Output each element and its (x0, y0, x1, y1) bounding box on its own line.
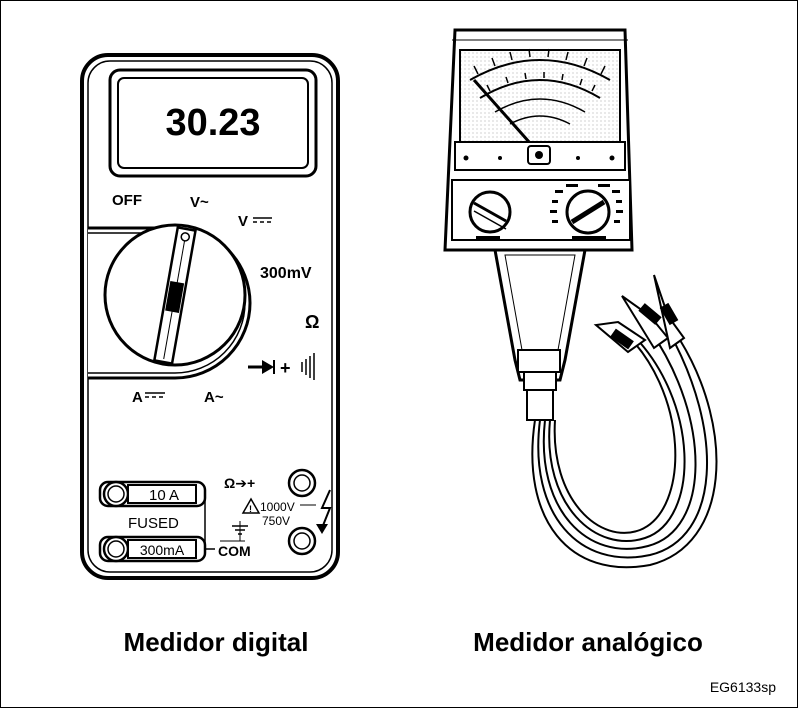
dc-symbol-icon (253, 217, 272, 223)
jack-com[interactable] (287, 526, 317, 556)
continuity-diode-icon: + (248, 353, 315, 380)
range-selector-knob[interactable] (550, 184, 623, 235)
warning-triangle-icon: ! (241, 497, 261, 514)
label-ohm-diode: Ω➔+ (224, 475, 255, 491)
display-reading: 30.23 (165, 102, 260, 144)
lightning-arrow-icon (316, 489, 332, 534)
label-300mv: 300mV (260, 265, 312, 282)
label-a-dc: A (132, 389, 143, 406)
rotary-selector-dial[interactable] (88, 223, 252, 380)
label-fused: FUSED (128, 515, 179, 532)
label-off: OFF (112, 192, 142, 209)
meter-needle (472, 79, 540, 153)
label-v-dc: V (238, 213, 248, 230)
label-com: COM (218, 543, 251, 559)
caption-analog-meter: Medidor analógico (473, 627, 703, 657)
jack-v-ohm[interactable] (287, 468, 317, 498)
jack-10a[interactable]: 10 A (98, 480, 207, 508)
meter-face (459, 48, 621, 153)
probe-leads (531, 327, 718, 569)
label-10a: 10 A (149, 487, 179, 504)
label-ohm: Ω (305, 312, 319, 332)
caption-digital-meter: Medidor digital (124, 627, 309, 657)
label-a-ac: A~ (204, 389, 224, 406)
dc-symbol-icon (145, 392, 165, 398)
svg-text:+: + (280, 358, 291, 378)
svg-text:!: ! (249, 504, 252, 514)
figure-code: EG6133sp (710, 679, 776, 695)
probe-tips (593, 274, 686, 354)
label-750v: 750V (262, 514, 290, 528)
digital-multimeter: 30.23 OFF V~ V 300mV Ω + A (80, 53, 340, 580)
lcd-display: 30.23 (108, 68, 318, 178)
label-300ma: 300mA (140, 542, 185, 558)
label-v-ac: V~ (190, 194, 209, 211)
jack-300ma[interactable]: 300mA (98, 535, 207, 563)
analog-multimeter (443, 28, 718, 569)
label-1000v: 1000V (260, 500, 295, 514)
ground-icon (232, 525, 248, 535)
ohm-adjust-knob[interactable] (468, 190, 512, 234)
